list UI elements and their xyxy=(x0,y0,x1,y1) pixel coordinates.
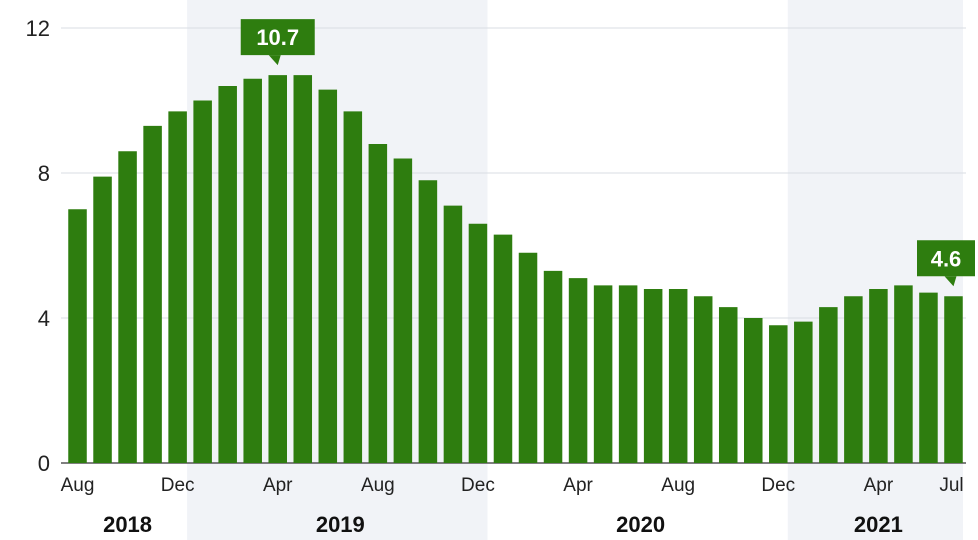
bar-2019-10 xyxy=(418,180,438,463)
bar-2020-01 xyxy=(493,234,513,463)
bar-2018-08 xyxy=(68,209,87,463)
bar-2019-01 xyxy=(193,100,212,463)
bar-2019-06 xyxy=(318,89,338,463)
y-tick-label: 8 xyxy=(38,161,50,186)
bar-2021-07 xyxy=(944,296,963,463)
y-tick-label: 0 xyxy=(38,451,50,476)
bar-2018-09 xyxy=(93,176,112,463)
bar-2018-12 xyxy=(168,111,187,463)
bar-2020-07 xyxy=(643,289,663,463)
bar-2021-01 xyxy=(794,321,813,463)
x-tick-label: Apr xyxy=(563,475,593,496)
bar-2020-08 xyxy=(668,289,688,463)
bar-2020-04 xyxy=(568,278,588,463)
bar-2020-11 xyxy=(744,318,763,463)
callout-box xyxy=(240,19,315,56)
x-tick-label: Aug xyxy=(661,475,695,496)
y-tick-label: 12 xyxy=(26,16,50,41)
year-label-2018: 2018 xyxy=(103,512,152,537)
x-tick-label: Apr xyxy=(864,475,894,496)
bar-2021-03 xyxy=(844,296,863,463)
x-tick-label: Dec xyxy=(461,475,495,496)
bars xyxy=(68,75,963,463)
bar-2019-04 xyxy=(268,75,287,463)
callout-pointer xyxy=(944,276,957,287)
bar-2021-05 xyxy=(894,285,913,463)
year-band-2019 xyxy=(187,0,488,540)
x-tick-label: Dec xyxy=(161,475,195,496)
bar-2019-08 xyxy=(368,144,388,463)
x-tick-label: Aug xyxy=(361,475,395,496)
bar-2019-02 xyxy=(218,86,237,463)
callout-label: 4.6 xyxy=(931,246,962,271)
bar-2021-06 xyxy=(919,292,938,463)
year-label-2019: 2019 xyxy=(316,512,365,537)
year-labels: 2018 2019 2020 2021 xyxy=(103,512,903,537)
bar-2020-03 xyxy=(543,270,563,463)
bar-2020-06 xyxy=(618,285,638,463)
x-tick-label: Jul xyxy=(939,475,963,496)
x-axis-ticks: Aug Dec Apr Aug Dec Apr Aug Dec Apr Jul xyxy=(61,475,964,496)
bar-2020-09 xyxy=(693,296,713,463)
bar-2019-03 xyxy=(243,78,262,463)
y-tick-label: 4 xyxy=(38,306,50,331)
bar-2019-11 xyxy=(443,205,463,463)
year-label-2020: 2020 xyxy=(616,512,665,537)
callout-label: 10.7 xyxy=(256,25,299,50)
callout-10.7: 10.7 xyxy=(240,19,315,66)
bar-2020-10 xyxy=(718,307,738,463)
bar-2021-02 xyxy=(819,307,838,463)
x-tick-label: Apr xyxy=(263,475,293,496)
year-label-2021: 2021 xyxy=(854,512,903,537)
bar-2019-12 xyxy=(468,223,488,463)
bar-2019-07 xyxy=(343,111,363,463)
bar-2018-11 xyxy=(143,125,162,463)
x-tick-label: Dec xyxy=(761,475,795,496)
callouts: 10.7 4.6 xyxy=(240,19,975,287)
bar-2019-05 xyxy=(293,75,313,463)
callout-pointer xyxy=(268,55,281,66)
callout-box xyxy=(917,240,975,277)
bar-2021-04 xyxy=(869,289,888,463)
callout-4.6: 4.6 xyxy=(917,240,975,287)
bar-2020-12 xyxy=(769,325,788,463)
bar-2020-05 xyxy=(593,285,613,463)
x-tick-label: Aug xyxy=(61,475,95,496)
bar-2018-10 xyxy=(118,151,137,463)
y-axis-ticks: 0 4 8 12 xyxy=(26,16,50,476)
bar-2019-09 xyxy=(393,158,413,463)
bar-2020-02 xyxy=(518,252,538,463)
